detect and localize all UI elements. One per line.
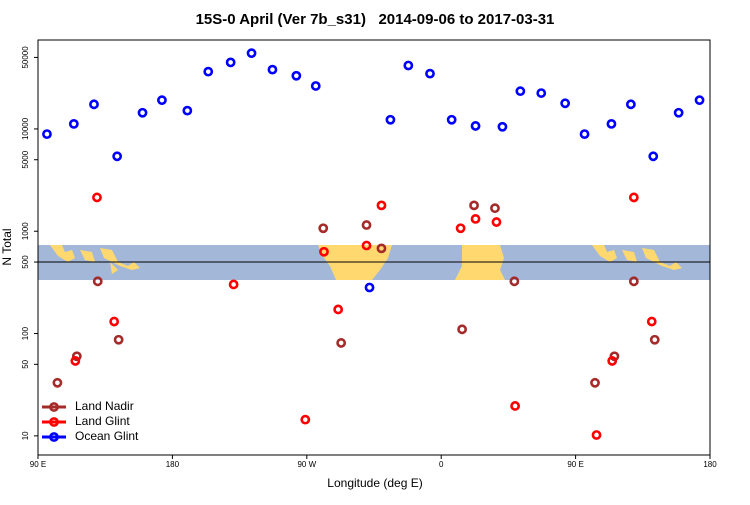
legend-marker xyxy=(49,402,59,412)
y-tick-label: 1000 xyxy=(21,222,30,240)
point xyxy=(71,351,82,362)
point xyxy=(291,70,302,81)
point xyxy=(403,60,414,71)
y-tick-label: 50 xyxy=(21,359,30,368)
point xyxy=(68,118,79,129)
point xyxy=(579,129,590,140)
y-tick-label: 50000 xyxy=(21,46,30,69)
x-tick-label: 90 E xyxy=(567,460,583,469)
point xyxy=(310,81,321,91)
point xyxy=(470,121,481,131)
point xyxy=(318,223,329,234)
y-axis-label: N Total xyxy=(0,228,14,265)
y-tick-label: 500 xyxy=(21,255,30,269)
point xyxy=(361,240,372,251)
x-tick-label: 0 xyxy=(439,460,444,469)
point xyxy=(455,223,466,234)
legend-label: Ocean Glint xyxy=(75,429,139,443)
islands xyxy=(50,245,140,274)
point xyxy=(590,377,600,388)
point xyxy=(515,86,526,97)
y-tick-label: 10 xyxy=(21,431,30,440)
point xyxy=(560,98,571,109)
point xyxy=(509,276,520,287)
point xyxy=(319,246,329,257)
point xyxy=(385,114,396,125)
point xyxy=(649,334,660,345)
x-tick-label: 90 E xyxy=(30,460,46,469)
point xyxy=(182,105,193,116)
point xyxy=(333,304,344,315)
point xyxy=(112,151,123,162)
point xyxy=(300,414,311,425)
point xyxy=(203,66,214,77)
point xyxy=(336,338,347,348)
x-tick-label: 180 xyxy=(166,460,180,469)
point xyxy=(42,129,52,140)
point xyxy=(376,200,387,211)
point xyxy=(536,88,547,98)
point xyxy=(646,316,657,327)
chart-title: 15S-0 April (Ver 7b_s31) 2014-09-06 to 2… xyxy=(196,11,555,28)
point xyxy=(267,64,278,75)
point xyxy=(425,68,435,79)
point xyxy=(446,114,457,125)
point xyxy=(89,99,99,110)
point xyxy=(52,377,63,388)
legend-marker xyxy=(49,432,59,442)
point xyxy=(246,48,257,59)
point xyxy=(470,214,481,224)
point xyxy=(157,95,167,106)
point xyxy=(92,276,103,287)
point xyxy=(607,356,618,366)
y-tick-label: 10000 xyxy=(21,117,30,140)
x-tick-label: 90 W xyxy=(297,460,316,469)
point xyxy=(628,192,639,203)
x-axis-label: Longitude (deg E) xyxy=(327,476,422,490)
point xyxy=(457,324,468,335)
point xyxy=(376,243,387,254)
point xyxy=(92,192,102,203)
point xyxy=(109,316,120,327)
point xyxy=(361,220,372,230)
point xyxy=(490,203,500,214)
y-tick-label: 100 xyxy=(21,326,30,340)
point xyxy=(606,118,617,129)
point xyxy=(364,282,375,293)
point xyxy=(648,151,659,162)
y-tick-label: 5000 xyxy=(21,150,30,168)
plot-frame xyxy=(37,39,711,456)
legend-label: Land Nadir xyxy=(75,399,134,413)
point xyxy=(510,401,521,411)
x-tick-label: 180 xyxy=(703,460,717,469)
point xyxy=(628,276,639,287)
point xyxy=(625,99,636,110)
point xyxy=(491,217,502,227)
legend-marker xyxy=(49,417,59,427)
point xyxy=(137,107,148,118)
point xyxy=(497,121,508,132)
point xyxy=(469,200,479,211)
point xyxy=(673,107,684,118)
legend-label: Land Glint xyxy=(75,414,130,428)
point xyxy=(694,95,705,106)
point xyxy=(113,334,124,345)
point xyxy=(591,430,602,440)
point xyxy=(225,57,236,68)
point xyxy=(228,279,239,290)
point xyxy=(70,356,81,366)
islands xyxy=(592,245,682,270)
